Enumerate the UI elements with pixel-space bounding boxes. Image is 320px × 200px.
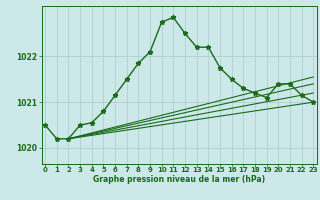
X-axis label: Graphe pression niveau de la mer (hPa): Graphe pression niveau de la mer (hPa) xyxy=(93,175,265,184)
